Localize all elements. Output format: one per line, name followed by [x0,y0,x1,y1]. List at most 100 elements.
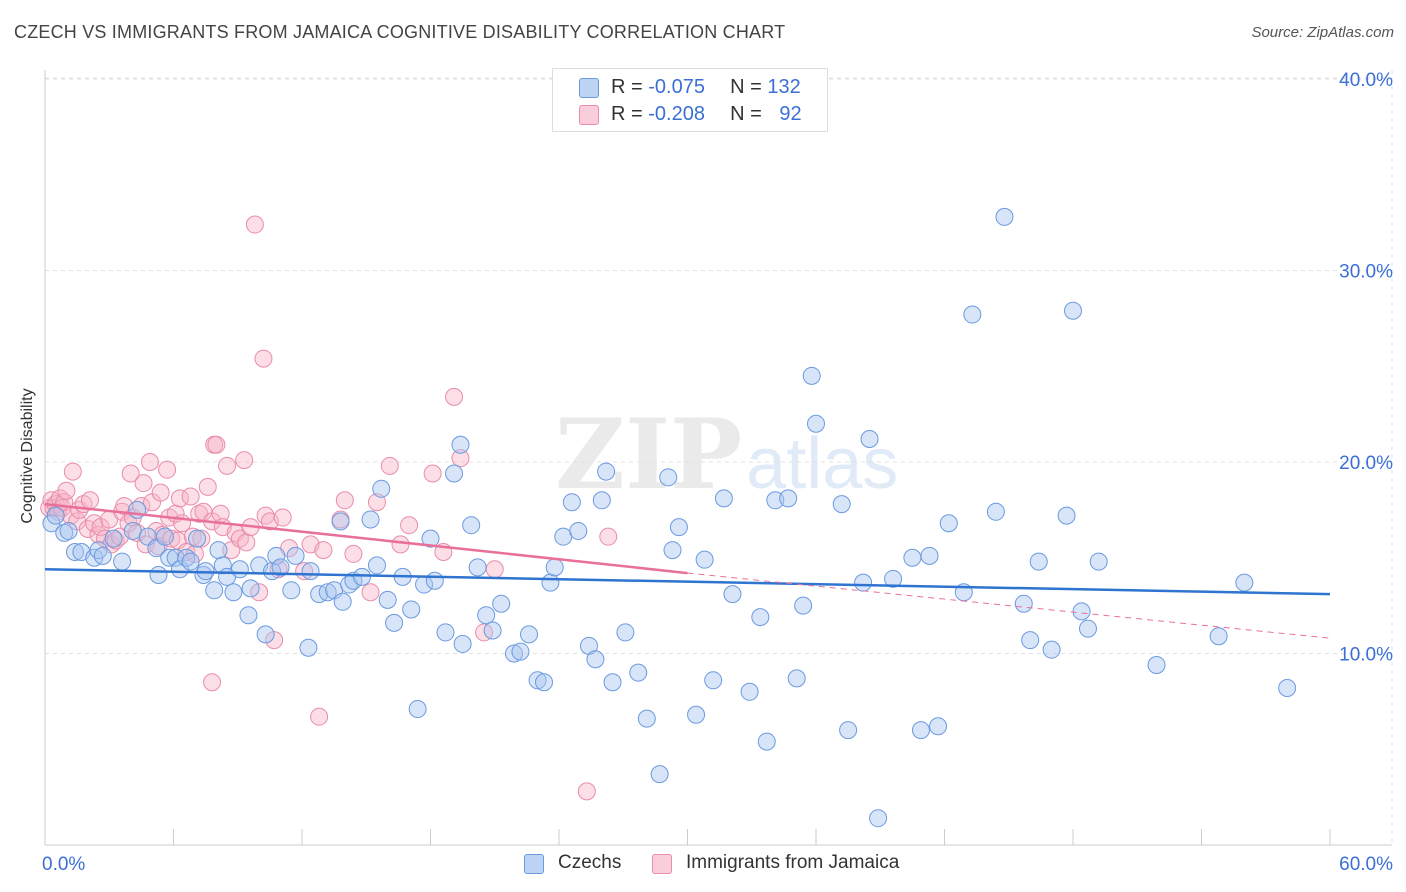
jamaica-point-82 [361,583,380,602]
jamaica-point-85 [391,535,410,554]
czech-point-114 [920,546,939,565]
czech-point-3 [59,521,78,540]
jamaica-point-53 [198,477,217,496]
czech-point-60 [425,571,444,590]
czech-trend-line [44,567,1331,596]
stats-row-jamaica: R = -0.208 N = 92 [553,101,827,127]
czech-point-11 [123,521,142,540]
watermark-zip: ZIP [555,398,743,511]
czech-n-label: N = [730,76,768,98]
czech-point-119 [986,502,1005,521]
czech-point-45 [331,512,350,531]
y-tick-label-20: 20.0% [1339,453,1393,474]
czech-point-66 [468,558,487,577]
czech-point-4 [65,543,84,562]
y-tick-label-30: 30.0% [1339,262,1393,283]
czech-point-49 [352,567,371,586]
czech-point-53 [378,590,397,609]
czech-point-52 [372,479,391,498]
czech-point-1 [46,506,65,525]
x-tick-label-0: 0.0% [42,854,85,875]
czech-point-75 [541,573,560,592]
czech-point-38 [282,581,301,600]
czech-point-71 [511,642,530,661]
czech-point-10 [113,552,132,571]
jamaica-point-77 [310,707,329,726]
legend-jamaica-swatch [652,854,672,874]
czech-point-65 [462,516,481,535]
jamaica-n-value: 92 [779,103,802,125]
legend-czech-swatch [524,854,544,874]
jamaica-point-33 [140,453,159,471]
czech-point-54 [385,613,404,632]
czech-point-90 [663,541,682,560]
czech-point-111 [884,569,903,588]
czech-point-61 [436,623,455,642]
czech-r-label: R = [611,76,649,98]
jamaica-n-label: N = [730,103,768,125]
czech-point-62 [445,464,464,483]
czech-point-8 [93,546,112,565]
jamaica-point-81 [344,544,363,563]
czech-point-106 [832,495,851,514]
jamaica-point-89 [445,387,464,406]
jamaica-point-56 [207,435,226,454]
czech-point-124 [1042,640,1061,659]
czech-point-121 [1014,594,1033,613]
jamaica-point-66 [245,215,264,234]
jamaica-point-90 [451,449,470,468]
czech-point-74 [535,673,554,692]
czech-point-50 [361,510,380,529]
czech-point-9 [104,529,123,548]
czech-point-81 [586,650,605,669]
czech-point-125 [1057,506,1076,525]
czech-point-84 [603,673,622,692]
jamaica-point-94 [599,527,618,546]
czech-point-63 [451,435,470,454]
czech-point-32 [241,579,260,598]
jamaica-point-41 [162,529,181,548]
czech-point-21 [181,552,200,571]
jamaica-point-80 [335,491,354,510]
legend-jamaica-label: Immigrants from Jamaica [686,852,900,873]
czech-point-18 [166,548,185,567]
czech-point-15 [149,565,168,584]
czech-point-91 [669,518,688,537]
czech-point-113 [911,721,930,740]
jamaica-point-64 [237,533,256,552]
czech-point-73 [528,671,547,690]
chart-legend: Czechs Immigrants from Jamaica [0,850,1406,878]
czech-point-104 [802,366,821,385]
czech-point-105 [807,414,825,433]
czech-point-107 [839,721,858,740]
czech-point-83 [597,462,616,481]
jamaica-point-78 [314,541,333,560]
czech-point-123 [1029,552,1048,571]
czech-point-41 [301,562,320,581]
jamaica-point-15 [80,491,99,510]
czech-point-77 [554,527,573,546]
czech-point-79 [569,521,588,540]
jamaica-trend-extension [687,572,1331,639]
czech-point-76 [545,558,564,577]
czech-point-67 [477,606,496,625]
czech-point-22 [188,529,207,548]
jamaica-point-87 [423,464,442,483]
jamaica-point-37 [151,483,170,502]
czech-point-97 [740,682,759,701]
czech-point-112 [903,548,922,567]
chart-title: CZECH VS IMMIGRANTS FROM JAMAICA COGNITI… [14,22,786,42]
czech-point-89 [659,468,678,487]
czech-point-34 [256,625,275,644]
czech-point-51 [367,556,386,575]
czech-point-133 [1278,678,1297,697]
jamaica-point-92 [485,560,504,579]
czech-point-36 [267,546,286,565]
czech-point-86 [629,663,648,682]
czech-point-46 [333,592,352,611]
czech-point-110 [869,809,888,828]
czech-point-129 [1089,552,1108,571]
jamaica-point-63 [235,451,254,470]
czech-point-126 [1064,301,1082,320]
